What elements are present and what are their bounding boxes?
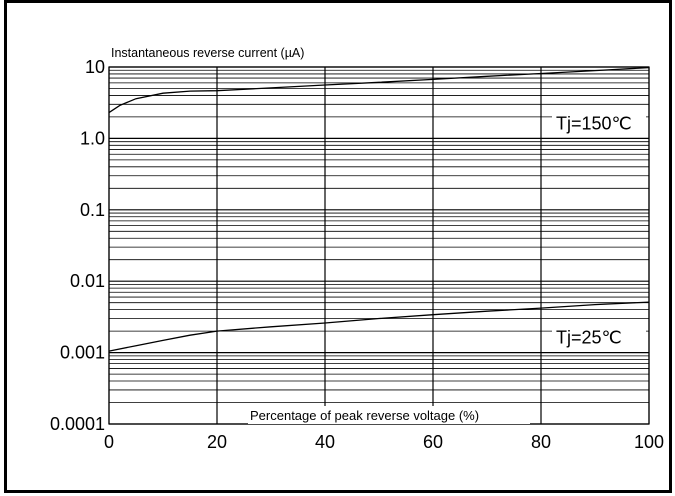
series-label-bg	[552, 113, 646, 136]
y-tick-label: 0.001	[60, 343, 105, 363]
y-tick-label: 0.1	[80, 200, 105, 220]
y-tick-label: 0.01	[70, 271, 105, 291]
curves	[108, 66, 650, 352]
x-tick-label: 80	[531, 432, 551, 452]
x-tick-label: 0	[104, 432, 114, 452]
y-tick-labels: 10 1.0 0.1 0.01 0.001 0.0001	[50, 57, 105, 434]
y-tick-label: 0.0001	[50, 414, 105, 434]
y-tick-label: 10	[85, 57, 105, 77]
series-label-bg	[552, 327, 646, 350]
x-tick-label: 40	[315, 432, 335, 452]
y-axis-label: Instantaneous reverse current (µA)	[111, 46, 304, 60]
y-tick-label: 1.0	[80, 128, 105, 148]
series-label-1: Tj=150℃	[556, 113, 632, 133]
xlabel-bg	[248, 406, 530, 424]
x-tick-label: 60	[423, 432, 443, 452]
x-tick-label: 100	[634, 432, 664, 452]
x-axis-label: Percentage of peak reverse voltage (%)	[250, 408, 479, 423]
ylabel-bg	[110, 43, 360, 61]
x-tick-labels: 0 20 40 60 80 100	[104, 432, 664, 452]
series-line-2	[108, 301, 650, 352]
series-line-1	[108, 66, 650, 114]
outer-frame	[4, 0, 672, 493]
series-label-2: Tj=25℃	[556, 328, 622, 348]
series-labels: Tj=150℃ Tj=25℃	[552, 113, 646, 350]
x-tick-label: 20	[207, 432, 227, 452]
